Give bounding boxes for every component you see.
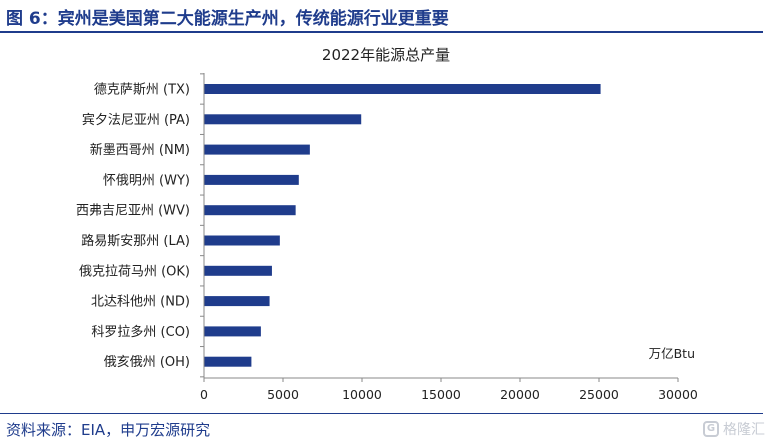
- bar: [204, 235, 280, 246]
- category-label: 路易斯安那州 (LA): [81, 233, 190, 249]
- x-tick-label: 5000: [267, 387, 299, 402]
- source-note: 资料来源：EIA，申万宏源研究: [6, 421, 211, 439]
- x-tick-label: 10000: [342, 387, 382, 402]
- category-label: 新墨西哥州 (NM): [90, 142, 190, 158]
- x-tick-label: 30000: [658, 387, 698, 402]
- unit-label: 万亿Btu: [649, 346, 695, 361]
- title-divider: [0, 31, 763, 33]
- bar: [204, 205, 296, 216]
- watermark: G 格隆汇: [703, 419, 765, 439]
- bar: [204, 356, 252, 367]
- category-label: 科罗拉多州 (CO): [91, 324, 190, 340]
- x-ticks: 0 5000 10000 15000 20000 25000 30000: [200, 73, 698, 402]
- category-labels: 德克萨斯州 (TX) 宾夕法尼亚州 (PA) 新墨西哥州 (NM) 怀俄明州 (WY)…: [76, 83, 190, 371]
- source-divider: [0, 413, 763, 414]
- bar: [204, 265, 272, 276]
- category-label: 德克萨斯州 (TX): [94, 83, 190, 98]
- watermark-text: 格隆汇: [723, 422, 765, 438]
- bar: [204, 326, 261, 337]
- x-tick-label: 15000: [421, 387, 461, 402]
- category-label: 西弗吉尼亚州 (WV): [76, 204, 190, 219]
- category-label: 俄亥俄州 (OH): [104, 355, 190, 370]
- bar: [204, 84, 601, 94]
- x-tick-label: 20000: [500, 387, 540, 402]
- bar: [204, 296, 270, 307]
- category-label: 北达科他州 (ND): [91, 295, 190, 310]
- category-label: 怀俄明州 (WY): [103, 173, 190, 188]
- category-label: 宾夕法尼亚州 (PA): [82, 112, 190, 128]
- figure-title: 图 6：宾州是美国第二大能源生产州，传统能源行业更重要: [6, 9, 449, 29]
- chart-title: 2022年能源总产量: [322, 46, 450, 64]
- x-tick-label: 25000: [579, 387, 619, 402]
- bars: [204, 84, 601, 367]
- bar: [204, 174, 299, 185]
- bar: [204, 114, 362, 125]
- bar: [204, 144, 310, 155]
- x-tick-label: 0: [200, 387, 208, 402]
- watermark-logo-icon: G: [703, 421, 719, 437]
- category-label: 俄克拉荷马州 (OK): [79, 264, 190, 279]
